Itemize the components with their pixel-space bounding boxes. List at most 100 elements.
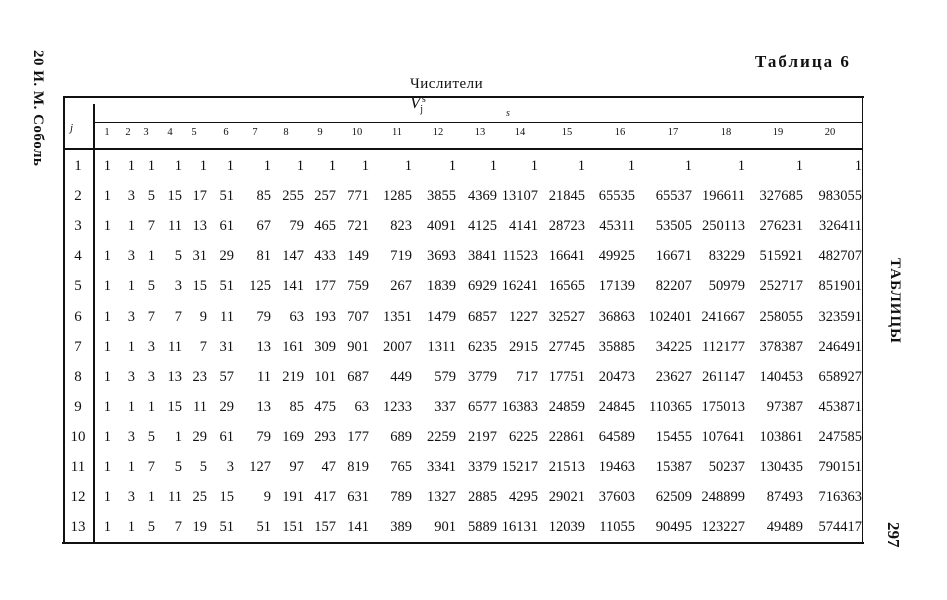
column-header-s-13: 13 <box>474 127 486 138</box>
table-cell: 1 <box>226 158 234 174</box>
table-cell: 1 <box>127 278 135 295</box>
table-cell: 1 <box>103 218 111 235</box>
table-cell: 3855 <box>427 188 456 205</box>
table-cell: 574417 <box>818 519 863 536</box>
table-cell: 2915 <box>509 338 538 355</box>
column-header-s-1: 1 <box>104 127 110 138</box>
row-label-j: 2 <box>74 188 82 205</box>
table-cell: 15 <box>192 278 208 295</box>
table-cell: 17 <box>192 188 208 205</box>
table-cell: 759 <box>347 278 369 295</box>
table-cell: 323591 <box>818 308 863 325</box>
table-cell: 417 <box>314 489 336 506</box>
table-cell: 82207 <box>655 278 692 295</box>
table-cell: 161 <box>282 338 304 355</box>
column-header-s-14: 14 <box>514 127 526 138</box>
table-cell: 1233 <box>383 398 412 415</box>
running-head-left-text: 20 И. М. Соболь <box>30 50 46 167</box>
table-cell: 11 <box>168 218 182 235</box>
table-cell: 901 <box>347 338 369 355</box>
column-header-s-16: 16 <box>614 127 626 138</box>
table-cell: 196611 <box>702 188 745 205</box>
table-cell: 11523 <box>502 248 538 265</box>
table-cell: 35885 <box>598 338 635 355</box>
table-cell: 5 <box>199 459 207 475</box>
table-cell: 337 <box>434 398 456 415</box>
table-cell: 248899 <box>701 489 746 506</box>
table-cell: 28723 <box>548 218 585 235</box>
table-cell: 5 <box>147 278 155 295</box>
table-cell: 147 <box>282 248 304 265</box>
running-head-right-text: ТАБЛИЦЫ <box>887 258 903 344</box>
column-header-s-17: 17 <box>667 127 679 138</box>
table-cell: 61 <box>219 218 235 235</box>
table-caption: Числители Vsj <box>410 76 501 115</box>
table-cell: 13 <box>192 218 208 235</box>
table-cell: 49489 <box>766 519 803 536</box>
table-cell: 2885 <box>468 489 497 506</box>
table-cell: 482707 <box>818 248 863 265</box>
table-cell: 707 <box>347 308 369 325</box>
table-cell: 389 <box>390 519 412 536</box>
table-cell: 378387 <box>759 338 804 355</box>
table-cell: 9 <box>263 489 271 506</box>
table-cell: 1 <box>737 158 745 174</box>
table-cell: 20473 <box>598 368 635 385</box>
table-cell: 49925 <box>598 248 635 265</box>
table-cell: 191 <box>282 489 304 506</box>
row-label-j: 3 <box>74 218 82 235</box>
table-cell: 79 <box>289 218 305 235</box>
table-cell: 1 <box>147 248 155 265</box>
table-cell: 631 <box>347 489 369 506</box>
table-cell: 29 <box>219 398 235 415</box>
table-cell: 1 <box>103 158 111 174</box>
table-cell: 1 <box>103 188 111 205</box>
table-cell: 29021 <box>548 489 585 506</box>
table-cell: 687 <box>347 368 369 385</box>
table-cell: 433 <box>314 248 336 265</box>
table-cell: 219 <box>282 368 304 385</box>
table-cell: 127 <box>249 459 271 475</box>
table-cell: 81 <box>256 248 272 265</box>
table-cell: 1 <box>627 158 635 174</box>
row-label-j: 7 <box>74 338 82 355</box>
table-cell: 110365 <box>649 398 692 415</box>
row-label-j: 11 <box>70 459 86 475</box>
table-cell: 1 <box>448 158 456 174</box>
caption-superscript: s <box>421 94 427 105</box>
table-cell: 3341 <box>427 459 456 475</box>
table-cell: 141 <box>347 519 369 536</box>
table-cell: 3 <box>127 248 135 265</box>
table-cell: 125 <box>249 278 271 295</box>
table-cell: 983055 <box>818 188 863 205</box>
column-header-s-3: 3 <box>143 127 149 138</box>
table-cell: 258055 <box>759 308 804 325</box>
table-cell: 29 <box>219 248 235 265</box>
table-cell: 465 <box>314 218 336 235</box>
table-cell: 1 <box>404 158 412 174</box>
table-cell: 140453 <box>759 368 804 385</box>
table-cell: 27745 <box>548 338 585 355</box>
table-cell: 103861 <box>759 428 804 445</box>
column-header-s-2: 2 <box>125 127 131 138</box>
table-cell: 157 <box>314 519 336 536</box>
table-cell: 24859 <box>548 398 585 415</box>
table-cell: 61 <box>219 428 235 445</box>
table-cell: 87493 <box>766 489 803 506</box>
table-cell: 579 <box>434 368 456 385</box>
running-head-left: 20 И. М. Соболь <box>28 50 48 190</box>
table-label: Таблица 6 <box>755 52 851 71</box>
table-cell: 1 <box>854 158 862 174</box>
table-cell: 1 <box>103 519 111 536</box>
table-cell: 716363 <box>818 489 863 506</box>
table-cell: 250113 <box>702 218 745 235</box>
table-cell: 123227 <box>701 519 746 536</box>
table-cell: 5 <box>147 428 155 445</box>
table-cell: 11 <box>220 308 234 325</box>
table-cell: 19 <box>192 519 208 536</box>
table-cell: 4295 <box>509 489 538 506</box>
table-cell: 1 <box>103 248 111 265</box>
table-cell: 1 <box>103 489 111 506</box>
table-cell: 15455 <box>655 428 692 445</box>
table-cell: 23 <box>192 368 208 385</box>
